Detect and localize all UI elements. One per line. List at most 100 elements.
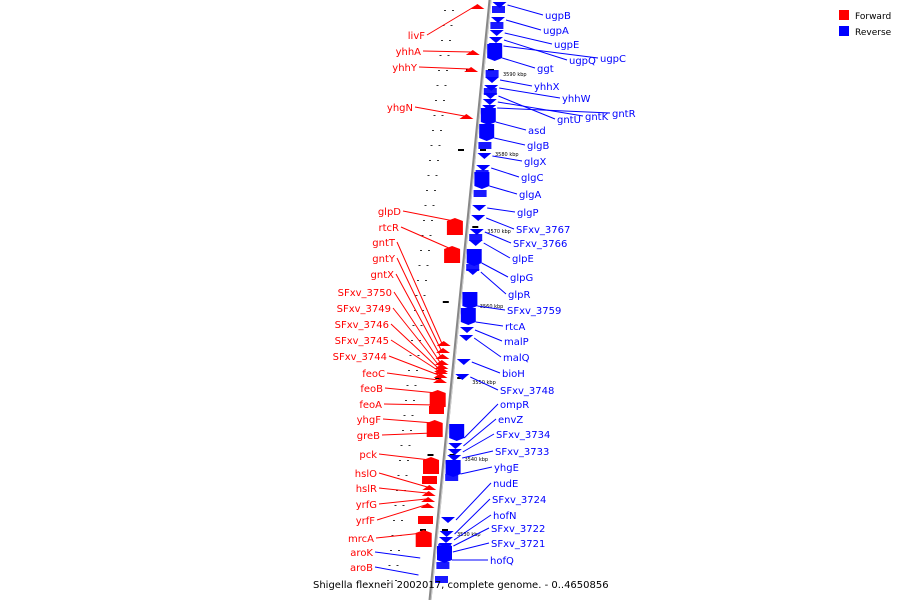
reverse-gene-feature[interactable] xyxy=(492,2,507,8)
forward-gene-feature[interactable] xyxy=(435,354,450,359)
reverse-gene-feature[interactable] xyxy=(436,562,450,569)
reverse-gene-label[interactable]: SFxv_3721 xyxy=(491,539,545,550)
forward-gene-label[interactable]: aroK xyxy=(350,548,373,559)
reverse-gene-feature[interactable] xyxy=(490,22,504,29)
reverse-gene-feature[interactable] xyxy=(455,374,470,380)
reverse-gene-label[interactable]: gntK xyxy=(585,112,609,123)
reverse-gene-feature[interactable] xyxy=(477,153,492,159)
reverse-gene-feature[interactable] xyxy=(489,37,503,43)
forward-gene-label[interactable]: aroB xyxy=(350,563,373,574)
forward-gene-feature[interactable] xyxy=(436,341,451,346)
forward-gene-label[interactable]: glpD xyxy=(378,207,401,218)
forward-gene-label[interactable]: hslO xyxy=(355,469,377,480)
forward-gene-label[interactable]: feoB xyxy=(360,384,383,395)
forward-gene-label[interactable]: yrfF xyxy=(356,516,376,527)
reverse-gene-label[interactable]: yhhW xyxy=(562,94,591,105)
forward-gene-feature[interactable] xyxy=(433,369,448,374)
reverse-gene-label[interactable]: hofQ xyxy=(490,556,514,567)
reverse-gene-feature[interactable] xyxy=(445,460,461,477)
forward-gene-feature[interactable] xyxy=(433,378,447,383)
reverse-gene-label[interactable]: SFxv_3748 xyxy=(500,386,554,397)
reverse-gene-feature[interactable] xyxy=(478,142,492,149)
forward-gene-feature[interactable] xyxy=(422,476,437,484)
reverse-gene-feature[interactable] xyxy=(475,170,489,177)
reverse-gene-feature[interactable] xyxy=(447,449,462,455)
forward-gene-label[interactable]: hslR xyxy=(356,484,377,495)
forward-gene-feature[interactable] xyxy=(459,114,474,119)
reverse-gene-feature[interactable] xyxy=(469,229,484,235)
forward-gene-label[interactable]: gntT xyxy=(372,238,396,249)
reverse-gene-label[interactable]: glgC xyxy=(521,173,543,184)
forward-gene-feature[interactable] xyxy=(429,406,444,414)
forward-gene-feature[interactable] xyxy=(446,218,463,235)
forward-gene-feature[interactable] xyxy=(416,536,431,544)
reverse-gene-label[interactable]: rtcA xyxy=(505,322,526,333)
reverse-gene-label[interactable]: SFxv_3759 xyxy=(507,306,561,317)
forward-gene-label[interactable]: yhhA xyxy=(396,47,422,58)
reverse-gene-feature[interactable] xyxy=(449,424,465,441)
reverse-gene-feature[interactable] xyxy=(482,99,497,105)
reverse-gene-feature[interactable] xyxy=(461,308,475,315)
forward-gene-label[interactable]: yrfG xyxy=(356,500,377,511)
reverse-gene-feature[interactable] xyxy=(485,77,499,83)
reverse-gene-feature[interactable] xyxy=(487,48,501,55)
reverse-gene-label[interactable]: yhhX xyxy=(534,82,560,93)
forward-gene-label[interactable]: gntY xyxy=(372,254,396,265)
reverse-gene-feature[interactable] xyxy=(448,443,463,449)
forward-gene-label[interactable]: SFxv_3749 xyxy=(337,304,391,315)
forward-gene-label[interactable]: pck xyxy=(359,450,377,461)
reverse-gene-label[interactable]: glgA xyxy=(519,190,541,201)
reverse-gene-feature[interactable] xyxy=(435,576,448,583)
forward-gene-label[interactable]: yhhY xyxy=(392,63,418,74)
reverse-gene-label[interactable]: glgP xyxy=(517,208,539,219)
forward-gene-label[interactable]: rtcR xyxy=(379,223,400,234)
reverse-gene-feature[interactable] xyxy=(439,531,454,537)
forward-gene-feature[interactable] xyxy=(421,497,436,502)
reverse-gene-label[interactable]: bioH xyxy=(502,369,525,380)
reverse-gene-feature[interactable] xyxy=(476,165,491,171)
reverse-gene-feature[interactable] xyxy=(445,474,459,481)
reverse-gene-feature[interactable] xyxy=(439,537,453,543)
reverse-gene-feature[interactable] xyxy=(492,6,505,13)
forward-gene-feature[interactable] xyxy=(420,503,435,508)
reverse-gene-label[interactable]: ugpQ xyxy=(569,56,596,67)
forward-gene-feature[interactable] xyxy=(434,364,449,369)
reverse-gene-label[interactable]: malQ xyxy=(503,353,530,364)
reverse-gene-label[interactable]: ugpC xyxy=(600,54,626,65)
forward-gene-feature[interactable] xyxy=(427,424,443,432)
reverse-gene-label[interactable]: hofN xyxy=(493,511,516,522)
reverse-gene-feature[interactable] xyxy=(472,205,487,211)
forward-gene-feature[interactable] xyxy=(430,394,446,402)
reverse-gene-label[interactable]: glpG xyxy=(510,273,533,284)
forward-gene-label[interactable]: yhgF xyxy=(357,415,382,426)
reverse-gene-feature[interactable] xyxy=(473,190,487,197)
reverse-gene-feature[interactable] xyxy=(441,517,455,523)
reverse-gene-label[interactable]: ugpE xyxy=(554,40,579,51)
reverse-gene-label[interactable]: SFxv_3733 xyxy=(495,447,549,458)
reverse-gene-label[interactable]: SFxv_3767 xyxy=(516,225,570,236)
reverse-gene-label[interactable]: ompR xyxy=(500,400,529,411)
forward-gene-feature[interactable] xyxy=(436,348,450,353)
forward-gene-feature[interactable] xyxy=(465,50,480,55)
reverse-gene-label[interactable]: malP xyxy=(504,337,529,348)
reverse-gene-label[interactable]: SFxv_3734 xyxy=(496,430,550,441)
reverse-gene-label[interactable]: nudE xyxy=(493,479,518,490)
forward-gene-label[interactable]: feoA xyxy=(359,400,382,411)
forward-gene-label[interactable]: livF xyxy=(408,31,425,42)
reverse-gene-feature[interactable] xyxy=(466,264,480,271)
reverse-gene-label[interactable]: SFxv_3766 xyxy=(513,239,567,250)
reverse-gene-label[interactable]: ugpB xyxy=(545,11,571,22)
forward-gene-label[interactable]: gntX xyxy=(371,270,395,281)
reverse-gene-feature[interactable] xyxy=(462,292,478,309)
forward-gene-label[interactable]: yhgN xyxy=(387,103,413,114)
reverse-gene-label[interactable]: glgX xyxy=(524,157,546,168)
reverse-gene-label[interactable]: gntU xyxy=(557,115,581,126)
forward-gene-feature[interactable] xyxy=(444,246,461,263)
reverse-gene-feature[interactable] xyxy=(471,215,486,221)
reverse-gene-feature[interactable] xyxy=(447,455,462,461)
forward-gene-label[interactable]: SFxv_3746 xyxy=(335,320,389,331)
forward-gene-feature[interactable] xyxy=(464,67,479,72)
reverse-gene-label[interactable]: ggt xyxy=(537,64,554,75)
reverse-gene-feature[interactable] xyxy=(485,70,499,77)
reverse-gene-feature[interactable] xyxy=(459,335,474,341)
